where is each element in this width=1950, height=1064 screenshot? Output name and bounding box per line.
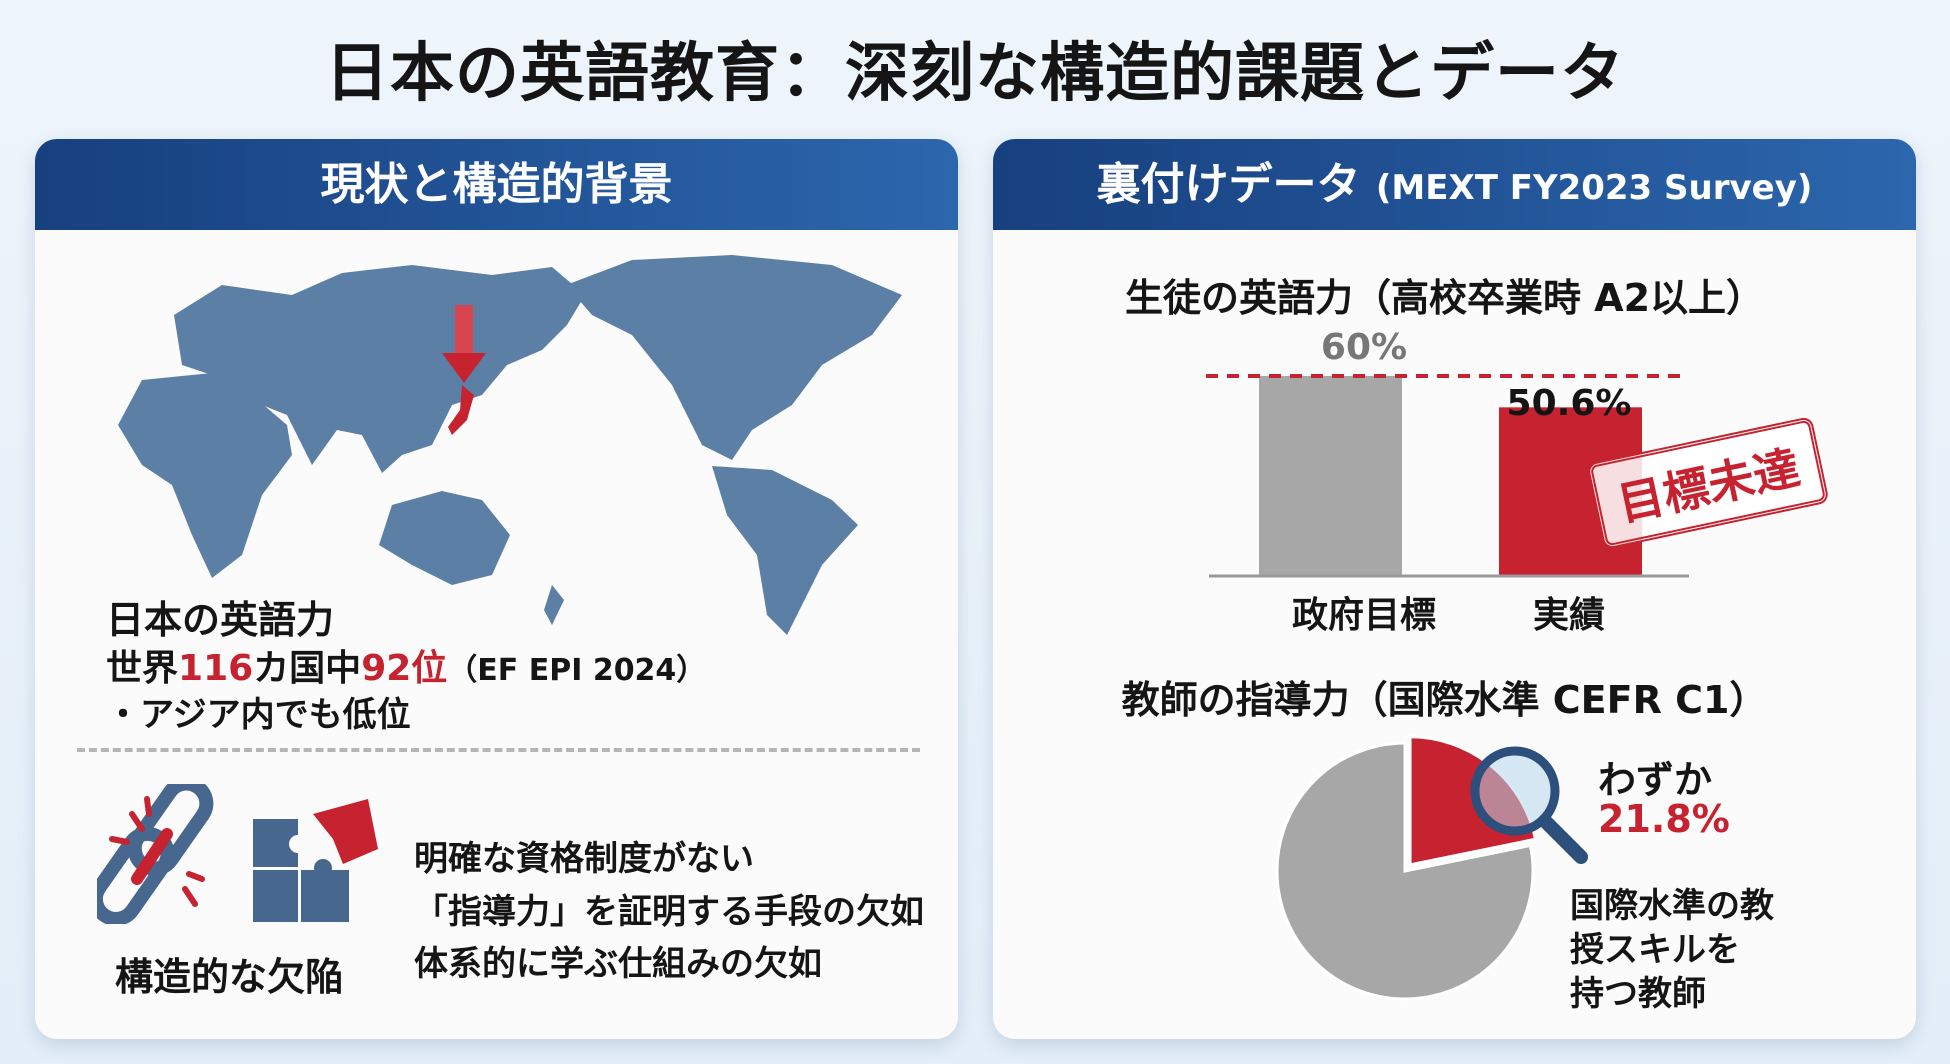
description-line: 授スキルを (1570, 930, 1740, 970)
map-eurasia (174, 265, 585, 473)
ranking-middle: カ国中 (253, 648, 362, 689)
broken-chain-icon (97, 784, 214, 924)
ranking-rank: 92位 (361, 648, 448, 689)
ranking-prefix: 世界 (106, 648, 179, 689)
map-new-zealand (544, 585, 564, 625)
down-arrow-icon (442, 305, 486, 383)
bar-value-label: 60% (1320, 327, 1408, 368)
pie-slice (1275, 741, 1535, 1001)
left-panel: 現状と構造的背景 日本の英語力 世界116カ国中92位（EF EPI 2024）… (35, 139, 958, 1039)
ranking-line: 世界116カ国中92位（EF EPI 2024） (106, 639, 706, 691)
map-africa (118, 373, 292, 578)
magnifier-icon (1470, 746, 1588, 864)
left-panel-header: 現状と構造的背景 (35, 139, 958, 230)
map-australia (379, 491, 510, 585)
puzzle-missing-piece-icon (253, 799, 378, 922)
pie-callout-label: わずか (1598, 758, 1713, 802)
page-title: 日本の英語教育：深刻な構造的課題とデータ (325, 37, 1625, 111)
map-north-america (566, 255, 902, 460)
description-line: 持つ教師 (1570, 974, 1706, 1014)
pie-callout-description: 国際水準の教 授スキルを 持つ教師 (1570, 884, 1774, 1016)
world-map (118, 255, 902, 635)
structural-point: 明確な資格制度がない (414, 839, 754, 879)
divider (77, 748, 920, 752)
description-line: 国際水準の教 (1570, 886, 1774, 926)
structural-point: 体系的に学ぶ仕組みの欠如 (414, 944, 822, 984)
right-panel: 裏付けデータ (MEXT FY2023 Survey) 生徒の英語力（高校卒業時… (993, 139, 1916, 1039)
ranking-heading: 日本の英語力 (106, 598, 335, 642)
map-south-america (712, 466, 858, 635)
ranking-note: ・アジア内でも低位 (106, 695, 411, 735)
structural-label: 構造的な欠陥 (115, 955, 344, 999)
structural-point: 「指導力」を証明する手段の欠如 (414, 892, 924, 932)
pie-chart (1275, 735, 1538, 1001)
bar-category-label: 実績 (1532, 595, 1605, 636)
ranking-total: 116 (178, 648, 254, 689)
bar-category-label: 政府目標 (1291, 595, 1436, 636)
right-panel-source: (MEXT FY2023 Survey) (1375, 168, 1813, 208)
pie-callout-value: 21.8% (1598, 797, 1730, 841)
bar (1259, 376, 1402, 576)
bar-value-label: 50.6% (1506, 383, 1632, 424)
japan-highlight (448, 385, 474, 435)
right-panel-title: 裏付けデータ (1096, 159, 1361, 210)
ranking-source: （EF EPI 2024） (447, 653, 707, 688)
bar-chart-title: 生徒の英語力（高校卒業時 A2以上） (1124, 276, 1765, 320)
pie-chart-title: 教師の指導力（国際水準 CEFR C1） (1121, 678, 1768, 722)
right-panel-header: 裏付けデータ (MEXT FY2023 Survey) (993, 139, 1916, 230)
